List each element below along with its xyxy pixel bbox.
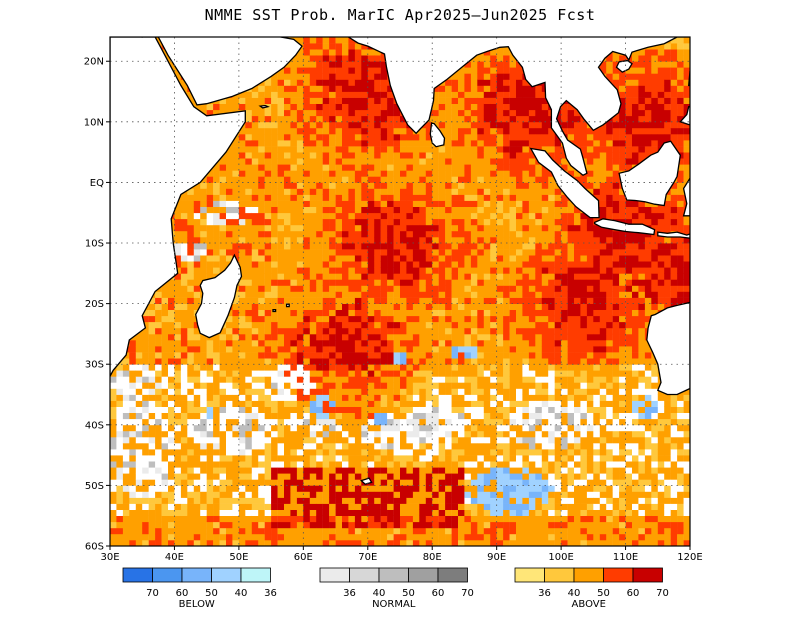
coastline-path bbox=[615, 59, 633, 73]
legend-swatch bbox=[122, 567, 153, 583]
x-tick-label: 110E bbox=[613, 552, 638, 563]
legend-swatch bbox=[349, 567, 380, 583]
x-tick-label: 90E bbox=[487, 552, 506, 563]
legend-swatch bbox=[573, 567, 604, 583]
legend-label: 40 bbox=[373, 588, 386, 599]
coastline-path bbox=[429, 122, 446, 148]
legend-group-below: 70 60 50 40 36 BELOW bbox=[122, 567, 277, 610]
legend-label: 36 bbox=[538, 588, 551, 599]
legend-label: 60 bbox=[627, 588, 640, 599]
x-tick-label: 70E bbox=[358, 552, 377, 563]
legend-swatch bbox=[603, 567, 634, 583]
landmass bbox=[142, 37, 302, 105]
coastline-path bbox=[529, 147, 600, 219]
map-title: NMME SST Prob. MarIC Apr2025–Jun2025 Fcs… bbox=[204, 6, 596, 24]
legend-label: 36 bbox=[264, 588, 277, 599]
coastline-path bbox=[687, 70, 690, 87]
coastline-path bbox=[646, 301, 690, 396]
y-tick-label: 30S bbox=[85, 360, 104, 371]
legend-label: 36 bbox=[343, 588, 356, 599]
x-tick-label: 120E bbox=[677, 552, 702, 563]
landmass bbox=[348, 37, 690, 176]
legend-label: 50 bbox=[205, 588, 218, 599]
legend-swatch bbox=[319, 567, 350, 583]
coastline-path bbox=[285, 303, 290, 308]
x-tick-label: 60E bbox=[294, 552, 313, 563]
landmass bbox=[530, 148, 600, 218]
legend-title: BELOW bbox=[179, 599, 215, 610]
legend-swatch bbox=[514, 567, 545, 583]
legend-title: ABOVE bbox=[572, 599, 606, 610]
x-tick-label: 40E bbox=[165, 552, 184, 563]
legend-label: 40 bbox=[235, 588, 248, 599]
legend-swatch bbox=[181, 567, 212, 583]
legend-group-normal: 36 40 50 60 70 NORMAL bbox=[319, 567, 474, 610]
coastline-path bbox=[657, 231, 690, 239]
coastline bbox=[110, 37, 690, 485]
legend-label: 70 bbox=[146, 588, 159, 599]
y-axis: 20N 10N EQ 10S 20S 30S 40S 50S 60S bbox=[84, 57, 110, 553]
coastline-path bbox=[272, 309, 277, 313]
coastline-path bbox=[141, 37, 303, 106]
legend-label: 50 bbox=[597, 588, 610, 599]
plot-frame bbox=[109, 36, 691, 547]
x-tick-label: 100E bbox=[548, 552, 573, 563]
landmass bbox=[619, 141, 681, 206]
x-tick-label: 30E bbox=[100, 552, 119, 563]
legend-swatch bbox=[437, 567, 468, 583]
legend-label: 50 bbox=[402, 588, 415, 599]
gridlines bbox=[110, 37, 690, 546]
y-tick-label: 40S bbox=[85, 420, 104, 431]
y-tick-label: 20N bbox=[84, 57, 104, 68]
coastline-path bbox=[360, 477, 373, 485]
coastline-path bbox=[618, 140, 681, 207]
legend-swatch bbox=[408, 567, 439, 583]
landmass bbox=[594, 218, 655, 235]
y-tick-label: 60S bbox=[85, 542, 104, 553]
legend-label: 60 bbox=[176, 588, 189, 599]
landmass bbox=[430, 123, 445, 147]
coastline-path bbox=[110, 37, 246, 377]
legend-swatch bbox=[240, 567, 271, 583]
coastline-path bbox=[258, 104, 270, 109]
legend-swatch bbox=[544, 567, 575, 583]
legend-swatch bbox=[211, 567, 242, 583]
legend-title: NORMAL bbox=[372, 599, 416, 610]
legend-label: 70 bbox=[461, 588, 474, 599]
landmass bbox=[683, 178, 690, 216]
landmass bbox=[680, 106, 690, 125]
legend-label: 60 bbox=[432, 588, 445, 599]
coastline-path bbox=[682, 176, 690, 217]
y-tick-label: 10N bbox=[84, 117, 104, 128]
y-tick-label: 50S bbox=[85, 481, 104, 492]
landmass bbox=[646, 302, 690, 395]
y-tick-label: 10S bbox=[85, 239, 104, 250]
x-tick-label: 80E bbox=[423, 552, 442, 563]
x-tick-label: 50E bbox=[229, 552, 248, 563]
legend-swatch bbox=[378, 567, 409, 583]
coastline-path bbox=[679, 106, 690, 126]
legend-group-above: 36 40 50 60 70 ABOVE bbox=[514, 567, 669, 610]
legend-swatch bbox=[632, 567, 663, 583]
coastline-path bbox=[195, 253, 243, 339]
coastline-path bbox=[347, 37, 690, 176]
legend-label: 40 bbox=[568, 588, 581, 599]
y-tick-label: 20S bbox=[85, 299, 104, 310]
y-tick-label: EQ bbox=[90, 178, 104, 189]
landmass bbox=[195, 255, 242, 338]
legend-swatch bbox=[152, 567, 183, 583]
legend-label: 70 bbox=[656, 588, 669, 599]
x-axis: 30E 40E 50E 60E 70E 80E 90E 100E 110E 120E bbox=[100, 546, 703, 563]
coastline-path bbox=[593, 218, 656, 236]
